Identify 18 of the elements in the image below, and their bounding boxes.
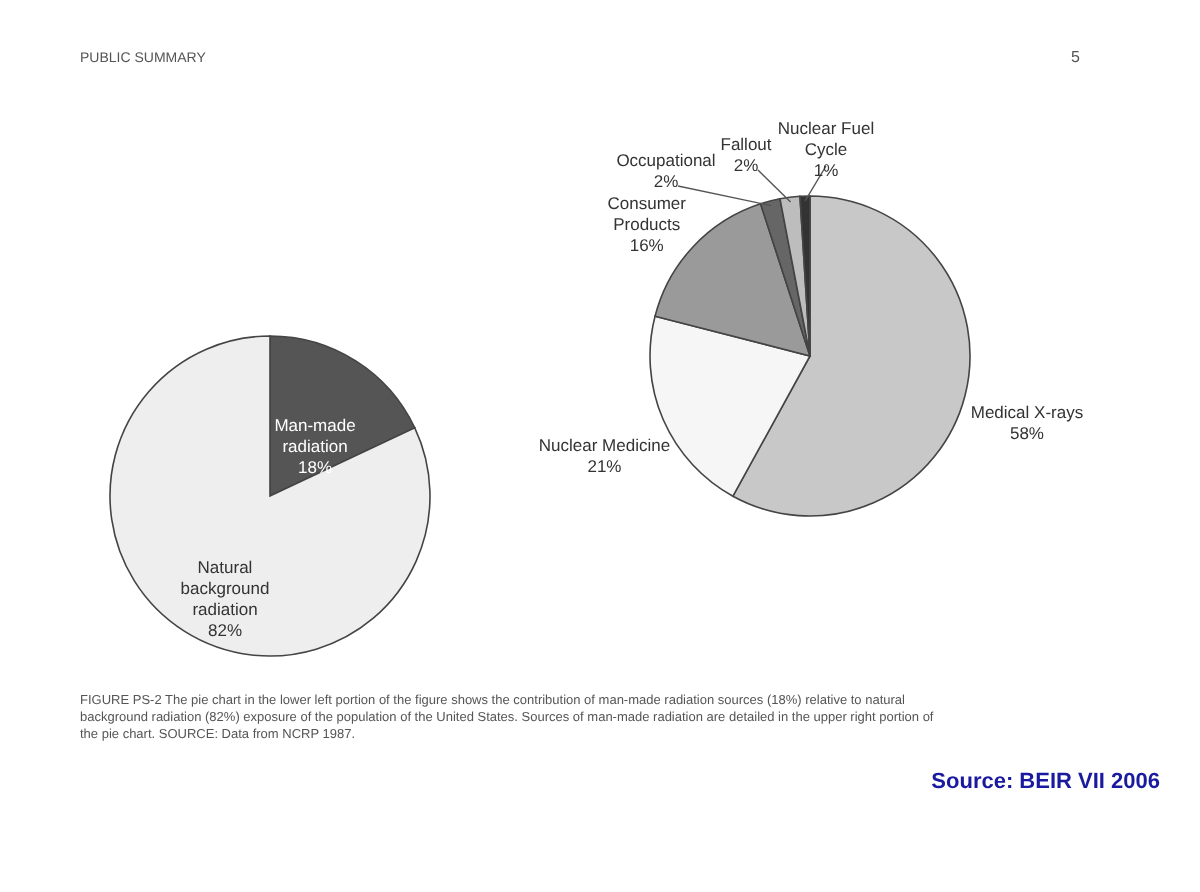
data-label: 82% [207,619,243,640]
data-label: 58% [1009,422,1045,443]
slice-label: Man-made radiation [274,415,357,457]
pie-slice [109,335,431,657]
source-note: Source: BEIR VII 2006 [931,770,1160,794]
data-label: 2% [653,171,680,191]
data-label: 2% [733,155,760,175]
data-label: 18% [297,457,333,478]
slice-label: Nuclear Medicine [538,434,671,455]
slice-label: Occupational [616,150,716,170]
text: 5 [1071,48,1082,66]
slice-label: Medical X-rays [970,401,1084,422]
slice-label: Nuclear Fuel Cycle [777,118,875,159]
slice-label: Natural background radiation [180,556,270,619]
data-label: 16% [629,234,665,255]
slice-label: Consumer Products [607,192,687,234]
slice-label: Fallout [720,134,773,154]
data-label: 21% [587,455,623,476]
